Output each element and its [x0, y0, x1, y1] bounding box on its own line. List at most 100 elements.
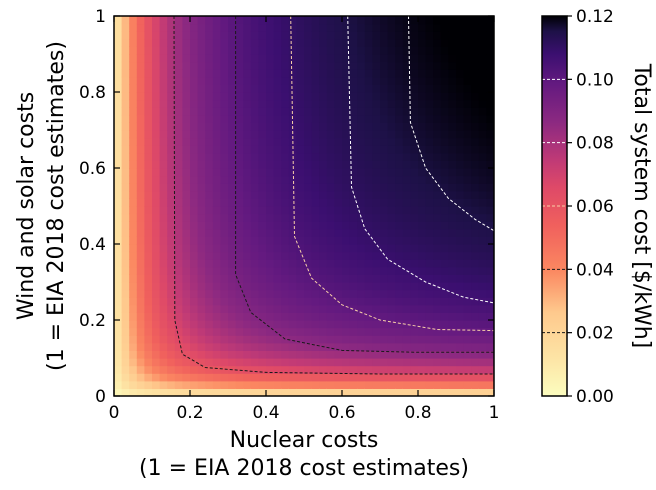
heatmap-cell [456, 69, 465, 78]
heatmap-cell [448, 130, 457, 139]
heatmap-cell [174, 84, 183, 93]
heatmap-cell [387, 69, 396, 78]
heatmap-cell [319, 304, 328, 313]
heatmap-cell [311, 84, 320, 93]
heatmap-cell [418, 69, 427, 78]
heatmap-cell [167, 304, 176, 313]
heatmap-cell [433, 61, 442, 70]
heatmap-cell [349, 84, 358, 93]
heatmap-cell [319, 236, 328, 245]
heatmap-cell [152, 327, 161, 336]
heatmap-cell [372, 190, 381, 199]
heatmap-cell [228, 213, 237, 222]
heatmap-cell [440, 388, 449, 396]
heatmap-cell [288, 304, 297, 313]
heatmap-cell [212, 282, 221, 291]
heatmap-cell [167, 251, 176, 260]
heatmap-cell [273, 54, 282, 63]
heatmap-cell [152, 335, 161, 344]
heatmap-cell [243, 152, 252, 161]
heatmap-cell [311, 266, 320, 275]
heatmap-cell [152, 23, 161, 32]
heatmap-cell [258, 244, 267, 253]
heatmap-cell [463, 31, 472, 40]
heatmap-cell [486, 99, 494, 108]
heatmap-cell [387, 335, 396, 344]
heatmap-cell [410, 221, 419, 230]
heatmap-cell [144, 304, 153, 313]
heatmap-cell [448, 23, 457, 32]
heatmap-cell [357, 23, 366, 32]
heatmap-cell [266, 312, 275, 321]
heatmap-cell [144, 350, 153, 359]
heatmap-cell [144, 320, 153, 329]
heatmap-cell [387, 198, 396, 207]
heatmap-cell [425, 190, 434, 199]
heatmap-cell [319, 198, 328, 207]
heatmap-cell [372, 23, 381, 32]
heatmap-cell [304, 168, 313, 177]
heatmap-cell [182, 380, 191, 389]
heatmap-cell [288, 160, 297, 169]
heatmap-cell [243, 31, 252, 40]
heatmap-cell [478, 335, 487, 344]
heatmap-cell [380, 304, 389, 313]
heatmap-cell [342, 69, 351, 78]
heatmap-cell [425, 228, 434, 237]
heatmap-cell [258, 168, 267, 177]
heatmap-cell [471, 236, 480, 245]
heatmap-cell [471, 130, 480, 139]
heatmap-cell [152, 206, 161, 215]
heatmap-cell [380, 236, 389, 245]
heatmap-cell [357, 114, 366, 123]
heatmap-cell [258, 137, 267, 146]
heatmap-cell [478, 122, 487, 131]
heatmap-cell [380, 76, 389, 85]
heatmap-cell [387, 358, 396, 367]
heatmap-cell [250, 304, 259, 313]
heatmap-cell [342, 312, 351, 321]
heatmap-cell [395, 358, 404, 367]
heatmap-cell [326, 274, 335, 283]
heatmap-cell [395, 23, 404, 32]
heatmap-cell [342, 350, 351, 359]
heatmap-cell [159, 122, 168, 131]
heatmap-cell [456, 190, 465, 199]
heatmap-cell [121, 198, 130, 207]
heatmap-cell [304, 114, 313, 123]
heatmap-cell [182, 61, 191, 70]
heatmap-cell [395, 335, 404, 344]
heatmap-cell [486, 137, 494, 146]
heatmap-cell [395, 92, 404, 101]
heatmap-cell [228, 114, 237, 123]
heatmap-cell [433, 69, 442, 78]
heatmap-cell [114, 69, 123, 78]
heatmap-cell [121, 46, 130, 55]
heatmap-cell [243, 236, 252, 245]
heatmap-cell [205, 54, 214, 63]
heatmap-cell [448, 206, 457, 215]
heatmap-cell [212, 160, 221, 169]
heatmap-cell [410, 244, 419, 253]
heatmap-cell [174, 297, 183, 306]
heatmap-cell [114, 251, 123, 260]
heatmap-cell [167, 69, 176, 78]
heatmap-cell [281, 160, 290, 169]
heatmap-cell [159, 137, 168, 146]
heatmap-cell [433, 350, 442, 359]
heatmap-cell [205, 99, 214, 108]
heatmap-cell [372, 342, 381, 351]
heatmap-cell [288, 373, 297, 382]
heatmap-cell [357, 183, 366, 192]
heatmap-cell [319, 358, 328, 367]
heatmap-cell [478, 92, 487, 101]
heatmap-cell [380, 122, 389, 131]
heatmap-cell [288, 84, 297, 93]
heatmap-cell [349, 31, 358, 40]
heatmap-cell [174, 350, 183, 359]
heatmap-cell [440, 213, 449, 222]
heatmap-cell [418, 160, 427, 169]
heatmap-cell [463, 69, 472, 78]
heatmap-cell [288, 198, 297, 207]
heatmap-cell [205, 175, 214, 184]
